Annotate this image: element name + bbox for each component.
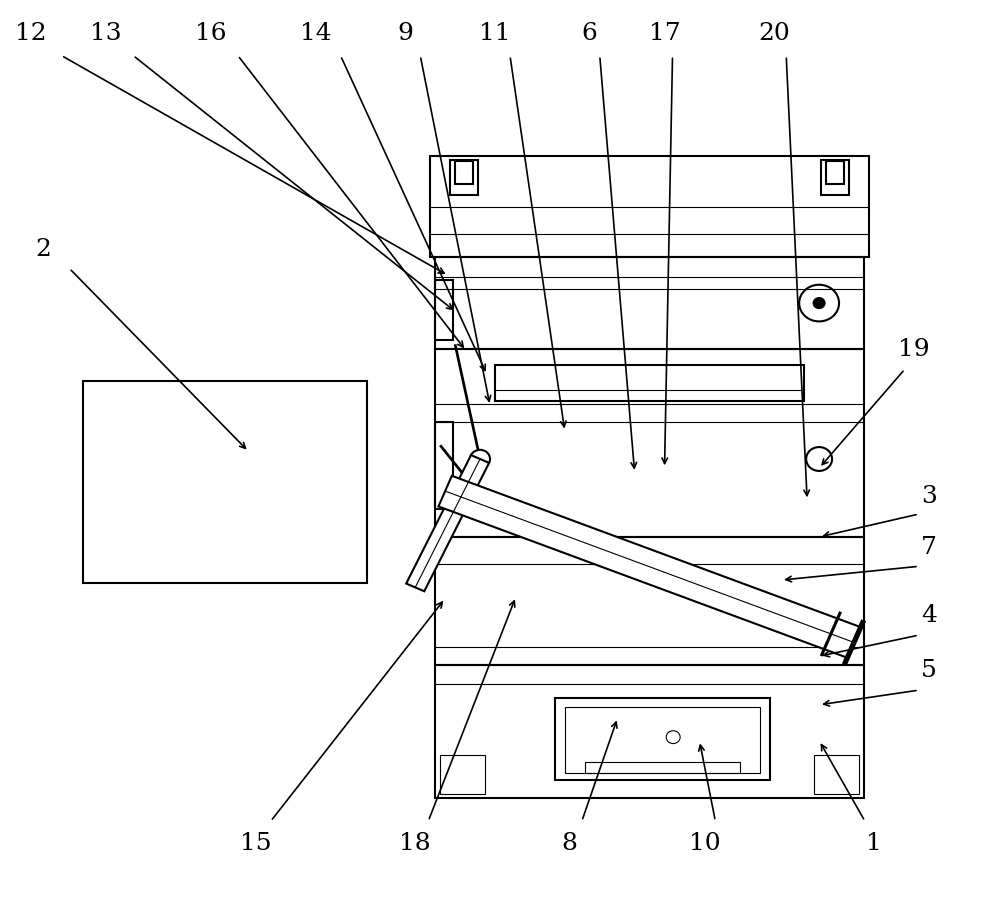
Bar (435, 258, 864, 349)
Bar (83, 381, 367, 584)
Bar (430, 157, 869, 258)
Polygon shape (406, 456, 489, 592)
Text: 11: 11 (479, 22, 511, 45)
Text: 9: 9 (397, 22, 413, 45)
Bar (585, 762, 740, 773)
Text: 18: 18 (399, 831, 431, 854)
Bar (455, 162, 473, 185)
Polygon shape (438, 476, 861, 658)
Circle shape (813, 299, 825, 309)
Text: 12: 12 (15, 22, 47, 45)
Text: 8: 8 (562, 831, 578, 854)
Bar (555, 698, 770, 780)
Bar (435, 538, 864, 665)
Bar (435, 281, 453, 340)
Bar (821, 161, 849, 196)
Bar (814, 755, 859, 794)
Bar (450, 161, 478, 196)
Text: 14: 14 (300, 22, 331, 45)
Bar (435, 349, 864, 538)
Text: 7: 7 (921, 535, 937, 558)
Text: 19: 19 (898, 338, 930, 361)
Text: 16: 16 (195, 22, 227, 45)
Text: 13: 13 (90, 22, 122, 45)
Text: 3: 3 (921, 484, 937, 507)
Text: 1: 1 (866, 831, 882, 854)
Text: 4: 4 (921, 604, 937, 627)
Text: 2: 2 (35, 237, 51, 260)
Bar (565, 707, 760, 773)
Text: 15: 15 (240, 831, 271, 854)
Bar (435, 423, 453, 510)
Text: 20: 20 (758, 22, 790, 45)
Bar (440, 755, 485, 794)
Bar (435, 665, 864, 799)
Text: 6: 6 (582, 22, 598, 45)
Bar (495, 365, 804, 402)
Bar (826, 162, 844, 185)
Text: 17: 17 (649, 22, 680, 45)
Text: 10: 10 (689, 831, 720, 854)
Text: 5: 5 (921, 659, 937, 682)
